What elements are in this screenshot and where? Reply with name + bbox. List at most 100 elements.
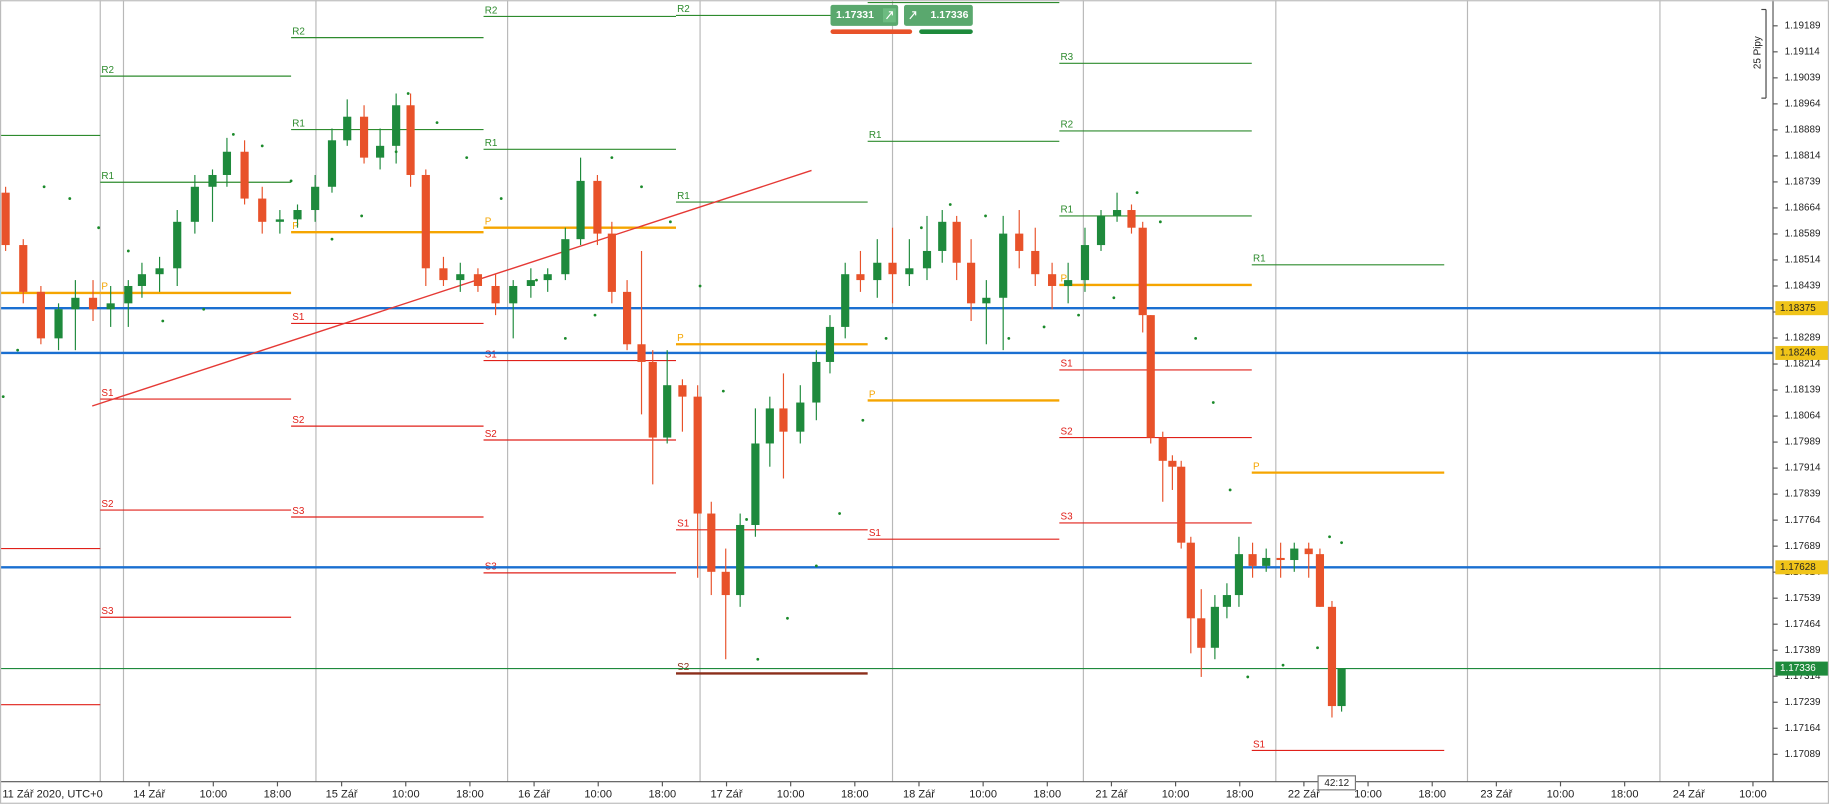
candle-body bbox=[275, 219, 284, 222]
pivot-label: R1 bbox=[1060, 205, 1073, 216]
sar-dot bbox=[68, 197, 72, 200]
pivot-label: S2 bbox=[677, 662, 690, 673]
candle-body bbox=[54, 309, 63, 339]
x-tick-label: 18:00 bbox=[1418, 788, 1446, 800]
sar-dot bbox=[394, 150, 398, 154]
x-tick-label: 10:00 bbox=[584, 788, 612, 800]
candle-body bbox=[240, 151, 249, 199]
candle-body bbox=[88, 297, 98, 310]
candle-body bbox=[208, 174, 217, 187]
x-tick-label: 18:00 bbox=[456, 788, 484, 800]
pivot-label: R2 bbox=[101, 65, 114, 76]
pivot-label: S1 bbox=[677, 519, 690, 530]
x-tick-label: 14 Zář bbox=[133, 788, 165, 800]
candle-body bbox=[406, 105, 415, 175]
pivot-label: R1 bbox=[1253, 254, 1266, 265]
x-tick-label: 10:00 bbox=[1547, 788, 1575, 800]
candle-body bbox=[1186, 542, 1195, 619]
candle-body bbox=[1064, 280, 1073, 286]
candle-body bbox=[258, 198, 267, 222]
y-tick-label: 1.18814 bbox=[1785, 151, 1821, 162]
buy-arrow bbox=[909, 11, 917, 20]
sar-dot bbox=[16, 348, 20, 352]
candle-body bbox=[439, 268, 448, 281]
sar-dot bbox=[202, 307, 206, 311]
candle-body bbox=[222, 151, 232, 175]
candle-body bbox=[1337, 668, 1346, 707]
sar-dot bbox=[861, 418, 865, 422]
y-tick-label: 1.17464 bbox=[1785, 619, 1821, 630]
sar-dot bbox=[1158, 220, 1162, 224]
candle-body bbox=[1315, 554, 1325, 607]
candle-body bbox=[982, 297, 991, 304]
buy-button[interactable]: 1.17336 bbox=[904, 4, 973, 34]
price-label-bg bbox=[1775, 560, 1829, 575]
y-tick-label: 1.17689 bbox=[1785, 541, 1821, 552]
y-tick-label: 1.18889 bbox=[1785, 125, 1821, 136]
y-tick-label: 1.17389 bbox=[1785, 645, 1821, 656]
candle-body bbox=[1015, 233, 1024, 251]
candle-body bbox=[952, 221, 961, 263]
sar-dot bbox=[1194, 336, 1198, 340]
candle-body bbox=[1, 192, 10, 246]
pivot-label: R3 bbox=[1060, 52, 1073, 63]
pivot-label: S1 bbox=[101, 388, 114, 399]
x-tick-label: 10:00 bbox=[777, 788, 805, 800]
candle-body bbox=[1138, 227, 1147, 316]
sell-price[interactable]: 1.17331 bbox=[836, 10, 874, 21]
countdown-box bbox=[1317, 775, 1357, 791]
pivot-label: S2 bbox=[292, 415, 305, 426]
countdown-text: 42:12 bbox=[1324, 778, 1349, 789]
candle-body bbox=[1080, 245, 1090, 281]
pivot-label: S2 bbox=[485, 429, 498, 440]
sar-dot bbox=[1135, 191, 1139, 195]
price-label: 1.18246 bbox=[1780, 348, 1816, 359]
candle-body bbox=[967, 262, 976, 304]
sar-dot bbox=[984, 214, 987, 218]
candle-body bbox=[607, 233, 616, 292]
sar-dot bbox=[1, 395, 5, 399]
sell-button[interactable]: 1.17331 bbox=[830, 4, 913, 34]
candle-body bbox=[888, 262, 897, 275]
candle-body bbox=[1327, 606, 1337, 707]
x-tick-label: 18 Zář bbox=[903, 788, 935, 800]
pivot-label: R2 bbox=[677, 4, 690, 15]
y-tick-label: 1.17839 bbox=[1785, 489, 1821, 500]
candle-body bbox=[359, 116, 369, 158]
x-tick-label: 24 Zář bbox=[1673, 788, 1705, 800]
sell-bar bbox=[830, 29, 913, 34]
buy-price[interactable]: 1.17336 bbox=[931, 10, 969, 21]
scale-indicator: 25 Pipy bbox=[1752, 8, 1767, 99]
pivot-label: R2 bbox=[485, 5, 498, 16]
candle-body bbox=[1031, 250, 1040, 275]
sell-button-bg[interactable] bbox=[830, 4, 899, 26]
y-tick-label: 1.18664 bbox=[1785, 203, 1821, 214]
pivot-label: P bbox=[677, 333, 684, 344]
pivot-label: P bbox=[101, 282, 108, 293]
sar-dot bbox=[406, 92, 410, 95]
candle-body bbox=[1127, 210, 1136, 228]
candle-body bbox=[327, 140, 337, 187]
pivot-label: S1 bbox=[485, 349, 498, 360]
pivot-label: P bbox=[1253, 461, 1260, 472]
current-price-bg bbox=[1775, 661, 1829, 676]
x-tick-label: 18:00 bbox=[264, 788, 292, 800]
candle-body bbox=[36, 291, 45, 339]
candle-body bbox=[922, 250, 932, 269]
y-tick-label: 1.17089 bbox=[1785, 749, 1821, 760]
candle-body bbox=[543, 274, 552, 281]
candle-body bbox=[999, 233, 1008, 298]
pivot-label: R1 bbox=[869, 130, 882, 141]
x-tick-label: 21 Zář bbox=[1095, 788, 1127, 800]
y-tick-label: 1.17314 bbox=[1785, 671, 1821, 682]
y-tick-label: 1.17989 bbox=[1785, 437, 1821, 448]
candle-body bbox=[124, 285, 133, 304]
y-tick-label: 1.18739 bbox=[1785, 177, 1821, 188]
buy-button-bg[interactable] bbox=[904, 4, 973, 26]
countdown: 42:12 bbox=[1317, 775, 1357, 791]
candle-body bbox=[663, 385, 672, 438]
y-tick-label: 1.17239 bbox=[1785, 697, 1821, 708]
sar-dot bbox=[1112, 296, 1116, 300]
pivot-label: S2 bbox=[1060, 426, 1073, 437]
